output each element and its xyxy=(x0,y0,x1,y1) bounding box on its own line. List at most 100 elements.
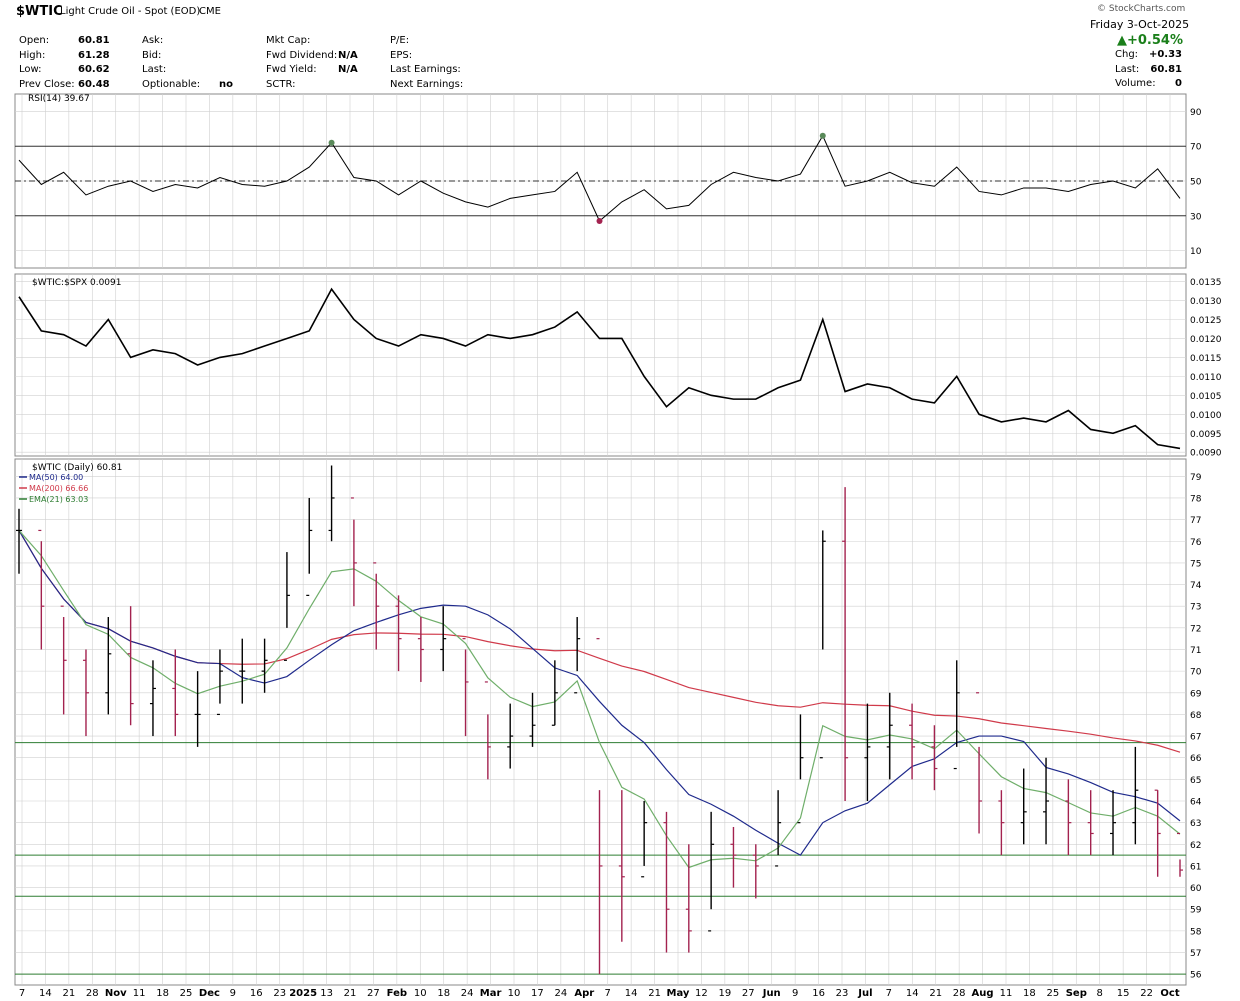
price-y-tick: 62 xyxy=(1190,841,1201,851)
field-label: Mkt Cap: xyxy=(266,35,311,46)
rsi-overbought-mark xyxy=(819,132,826,139)
panel-frame-ratio xyxy=(14,273,1187,457)
x-tick-label: Nov xyxy=(105,988,127,999)
price-y-tick: 72 xyxy=(1190,624,1201,634)
price-y-tick: 68 xyxy=(1190,711,1202,721)
field-label: Last: xyxy=(142,64,167,75)
ratio-y-tick: 0.0135 xyxy=(1190,278,1222,288)
field-label: EPS: xyxy=(390,49,413,61)
x-tick-label: Mar xyxy=(480,988,502,999)
x-tick-label: 11 xyxy=(1000,988,1013,999)
panel-frame-price xyxy=(14,458,1187,986)
x-tick-label: 14 xyxy=(625,988,638,999)
right-field-value: +0.33 xyxy=(1148,49,1182,60)
field-label: Last Earnings: xyxy=(390,64,461,75)
x-tick-label: 9 xyxy=(230,988,236,999)
ma50-line xyxy=(18,530,1181,856)
x-tick-label: 28 xyxy=(86,988,99,999)
x-tick-label: May xyxy=(667,988,690,999)
field-label: High: xyxy=(19,49,46,61)
x-tick-label: Jul xyxy=(857,988,872,999)
rsi-overbought-mark xyxy=(328,139,335,146)
x-tick-label: 16 xyxy=(812,988,825,999)
price-panel: 56 57 58 59 60 61 62 63 64 65 66 67 68 69 70 71 72 73 74 75… xyxy=(15,463,1202,981)
rsi-y-tick: 70 xyxy=(1190,143,1202,153)
quote-date: Friday 3-Oct-2025 xyxy=(1090,18,1190,31)
price-y-tick: 60 xyxy=(1190,884,1202,894)
legend-entry: MA(50) 64.00 xyxy=(29,473,83,482)
legend-entry: MA(200) 66.66 xyxy=(29,484,88,493)
x-tick-label: 28 xyxy=(953,988,966,999)
field-label: SCTR: xyxy=(266,78,296,90)
x-tick-label: Jun xyxy=(762,988,781,999)
x-tick-label: 7 xyxy=(886,988,892,999)
x-tick-label: 22 xyxy=(1140,988,1153,999)
x-tick-label: 7 xyxy=(19,988,25,999)
x-tick-label: 21 xyxy=(62,988,75,999)
ratio-panel: 0.0090 0.0095 0.0100 0.0105 0.0110 0.0115 0.01… xyxy=(15,278,1222,459)
ratio-y-tick: 0.0105 xyxy=(1190,392,1222,402)
price-y-tick: 75 xyxy=(1190,559,1201,569)
rsi-oversold-mark xyxy=(596,218,603,225)
ratio-y-tick: 0.0100 xyxy=(1190,411,1222,421)
ratio-y-tick: 0.0110 xyxy=(1190,373,1222,383)
watermark: © StockCharts.com xyxy=(1097,4,1186,14)
price-y-tick: 74 xyxy=(1190,581,1202,591)
right-field-label: Last: xyxy=(1115,63,1140,75)
x-tick-label: 18 xyxy=(437,988,450,999)
price-y-tick: 59 xyxy=(1190,906,1202,916)
x-tick-label: 21 xyxy=(344,988,357,999)
x-tick-label: 24 xyxy=(554,988,567,999)
right-field-value: 0 xyxy=(1175,78,1182,89)
symbol-name: Light Crude Oil - Spot (EOD) xyxy=(60,6,201,17)
x-tick-label: 12 xyxy=(695,988,708,999)
x-tick-label: 23 xyxy=(836,988,849,999)
exchange-label: CME xyxy=(199,6,221,17)
x-tick-label: 14 xyxy=(906,988,919,999)
price-y-tick: 58 xyxy=(1190,927,1202,937)
field-label: Optionable: xyxy=(142,78,201,90)
rsi-y-tick: 10 xyxy=(1190,247,1202,257)
field-label: Open: xyxy=(19,35,50,46)
rsi-y-tick: 90 xyxy=(1190,108,1202,118)
price-y-tick: 70 xyxy=(1190,668,1202,678)
x-tick-label: 13 xyxy=(320,988,333,999)
x-tick-label: Dec xyxy=(199,988,220,999)
x-tick-label: Oct xyxy=(1160,988,1179,999)
price-y-tick: 66 xyxy=(1190,754,1202,764)
ratio-y-tick: 0.0090 xyxy=(1190,449,1222,459)
x-tick-label: 24 xyxy=(461,988,474,999)
field-label: Next Earnings: xyxy=(390,78,464,90)
ratio-y-tick: 0.0125 xyxy=(1190,316,1222,326)
x-tick-label: Feb xyxy=(387,988,407,999)
field-value: 60.81 xyxy=(78,35,110,46)
price-y-tick: 73 xyxy=(1190,603,1201,613)
x-axis: 7 14 21 28 Nov 11 18 25 Dec 9 16 23 2025 13 21 27 Feb 10 1… xyxy=(19,988,1180,999)
x-tick-label: 19 xyxy=(718,988,731,999)
price-y-tick: 69 xyxy=(1190,689,1202,699)
right-field-label: Chg: xyxy=(1115,49,1139,60)
rsi-panel: 10 30 50 70 90 RSI(14) 39.67 xyxy=(15,94,1202,257)
x-tick-label: Aug xyxy=(972,988,994,999)
x-tick-label: 10 xyxy=(414,988,427,999)
field-label: P/E: xyxy=(390,35,410,46)
x-tick-label: 2025 xyxy=(289,988,317,999)
ratio-line xyxy=(18,287,1181,450)
ratio-y-tick: 0.0095 xyxy=(1190,430,1222,440)
ratio-title: $WTIC:$SPX 0.0091 xyxy=(32,278,121,288)
ratio-y-tick: 0.0115 xyxy=(1190,354,1222,364)
field-value: 60.62 xyxy=(78,64,110,75)
field-value: 60.48 xyxy=(78,78,110,90)
x-tick-label: 21 xyxy=(929,988,942,999)
price-y-tick: 67 xyxy=(1190,733,1201,743)
x-tick-label: 18 xyxy=(1023,988,1036,999)
x-tick-label: 16 xyxy=(250,988,263,999)
price-y-tick: 57 xyxy=(1190,949,1201,959)
price-y-tick: 61 xyxy=(1190,862,1201,872)
legend-entry: EMA(21) 63.03 xyxy=(29,495,88,504)
x-tick-label: 23 xyxy=(273,988,286,999)
x-tick-label: Sep xyxy=(1066,988,1087,999)
price-title: $WTIC (Daily) 60.81 xyxy=(32,463,122,473)
rsi-y-tick: 30 xyxy=(1190,212,1202,222)
